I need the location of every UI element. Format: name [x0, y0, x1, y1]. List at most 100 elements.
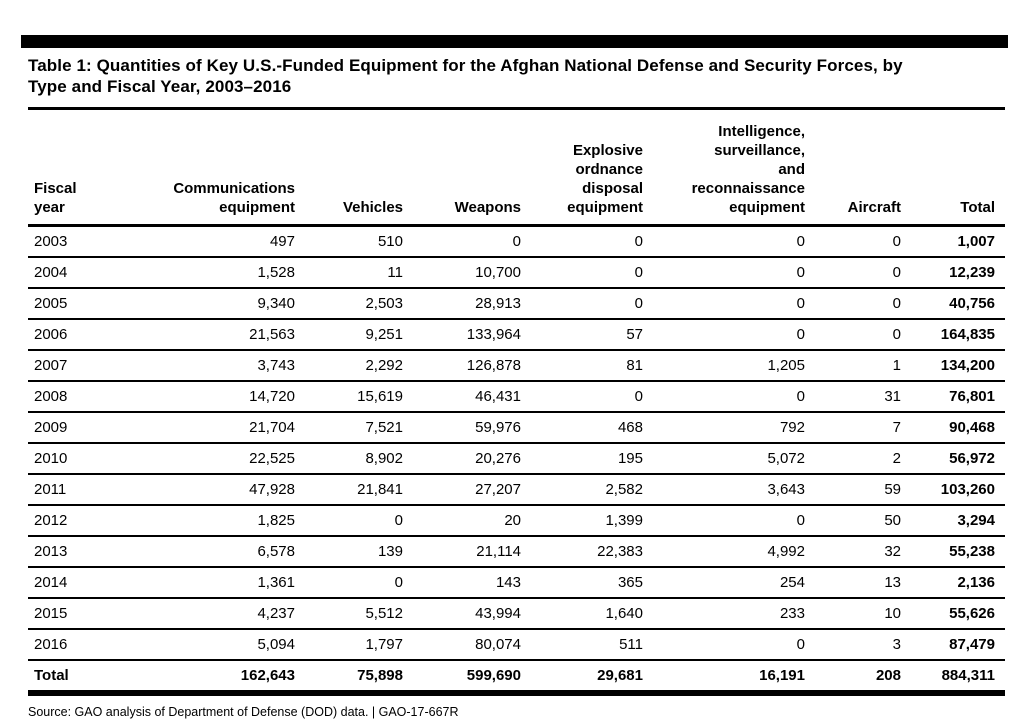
- column-header-eod-equipment: Explosive ordnance disposal equipment: [567, 142, 643, 216]
- fiscal-year-cell: 2013: [34, 543, 68, 560]
- value-cell: 4,992: [767, 543, 805, 560]
- table-row: 2014 1,361 0 143 365 254 13 2,136: [28, 567, 1005, 598]
- table-row: 2004 1,528 11 10,700 0 0 0 12,239: [28, 257, 1005, 288]
- value-cell: 2,503: [365, 295, 403, 312]
- total-value-cell: 208: [875, 667, 901, 684]
- total-value-cell: 75,898: [357, 667, 403, 684]
- value-cell: 3: [892, 636, 901, 653]
- value-cell: 11: [387, 264, 403, 281]
- value-cell: 10: [884, 605, 901, 622]
- value-cell: 43,994: [475, 605, 521, 622]
- table-row: 2013 6,578 139 21,114 22,383 4,992 32 55,238: [28, 536, 1005, 567]
- table-row: 2008 14,720 15,619 46,431 0 0 31 76,801: [28, 381, 1005, 412]
- table-row: 2003 497 510 0 0 0 0 1,007: [28, 226, 1005, 257]
- fiscal-year-cell: 2014: [34, 574, 68, 591]
- fiscal-year-cell: 2006: [34, 326, 68, 343]
- total-row: Total 162,643 75,898 599,690 29,681 16,1…: [28, 660, 1005, 693]
- value-cell: 20: [504, 512, 521, 529]
- value-cell: 5,072: [767, 450, 805, 467]
- value-cell: 0: [634, 264, 643, 281]
- fiscal-year-cell: 2010: [34, 450, 68, 467]
- table-row: 2005 9,340 2,503 28,913 0 0 0 40,756: [28, 288, 1005, 319]
- value-cell: 1,399: [605, 512, 643, 529]
- column-header-weapons: Weapons: [454, 199, 521, 216]
- fiscal-year-cell: 2008: [34, 388, 68, 405]
- value-cell: 28,913: [475, 295, 521, 312]
- column-header-vehicles: Vehicles: [342, 199, 403, 216]
- value-cell: 468: [617, 419, 643, 436]
- row-total-cell: 2,136: [957, 574, 995, 591]
- value-cell: 254: [779, 574, 805, 591]
- total-row-label: Total: [34, 667, 69, 684]
- table-row: 2016 5,094 1,797 80,074 511 0 3 87,479: [28, 629, 1005, 660]
- row-total-cell: 103,260: [940, 481, 995, 498]
- value-cell: 14,720: [249, 388, 295, 405]
- fiscal-year-cell: 2009: [34, 419, 68, 436]
- total-value-cell: 599,690: [466, 667, 521, 684]
- value-cell: 7: [892, 419, 901, 436]
- value-cell: 13: [884, 574, 901, 591]
- table-header: Fiscal year Communications equipment Veh…: [28, 108, 1005, 226]
- value-cell: 133,964: [466, 326, 521, 343]
- row-total-cell: 55,238: [949, 543, 995, 560]
- value-cell: 5,094: [257, 636, 295, 653]
- value-cell: 510: [377, 233, 403, 250]
- value-cell: 0: [892, 295, 901, 312]
- value-cell: 139: [377, 543, 403, 560]
- value-cell: 10,700: [475, 264, 521, 281]
- value-cell: 143: [495, 574, 521, 591]
- value-cell: 81: [626, 357, 643, 374]
- value-cell: 21,704: [249, 419, 295, 436]
- value-cell: 80,074: [475, 636, 521, 653]
- value-cell: 0: [892, 264, 901, 281]
- fiscal-year-cell: 2012: [34, 512, 68, 529]
- total-value-cell: 29,681: [597, 667, 643, 684]
- fiscal-year-cell: 2011: [34, 481, 67, 498]
- table-row: 2006 21,563 9,251 133,964 57 0 0 164,835: [28, 319, 1005, 350]
- row-total-cell: 40,756: [949, 295, 995, 312]
- value-cell: 0: [796, 295, 805, 312]
- value-cell: 3,743: [257, 357, 295, 374]
- value-cell: 27,207: [475, 481, 521, 498]
- column-header-aircraft: Aircraft: [847, 199, 901, 216]
- value-cell: 57: [626, 326, 643, 343]
- value-cell: 1,205: [767, 357, 805, 374]
- value-cell: 233: [779, 605, 805, 622]
- value-cell: 7,521: [365, 419, 403, 436]
- header-row: Fiscal year Communications equipment Veh…: [28, 108, 1005, 226]
- value-cell: 5,512: [365, 605, 403, 622]
- table-row: 2007 3,743 2,292 126,878 81 1,205 1 134,200: [28, 350, 1005, 381]
- value-cell: 0: [512, 233, 521, 250]
- column-header-isr-equipment: Intelligence, surveillance, and reconnai…: [691, 123, 805, 216]
- value-cell: 46,431: [475, 388, 521, 405]
- fiscal-year-cell: 2015: [34, 605, 68, 622]
- fiscal-year-cell: 2007: [34, 357, 68, 374]
- header-divider-bar: [21, 35, 1008, 48]
- value-cell: 21,563: [249, 326, 295, 343]
- value-cell: 1,361: [257, 574, 295, 591]
- column-header-fiscal-year: Fiscal year: [34, 180, 77, 216]
- value-cell: 0: [796, 326, 805, 343]
- row-total-cell: 1,007: [957, 233, 995, 250]
- row-total-cell: 56,972: [949, 450, 995, 467]
- value-cell: 22,525: [249, 450, 295, 467]
- value-cell: 59,976: [475, 419, 521, 436]
- value-cell: 2,582: [605, 481, 643, 498]
- value-cell: 0: [796, 636, 805, 653]
- value-cell: 21,114: [476, 543, 521, 560]
- value-cell: 0: [796, 264, 805, 281]
- table-row: 2015 4,237 5,512 43,994 1,640 233 10 55,626: [28, 598, 1005, 629]
- value-cell: 497: [269, 233, 295, 250]
- value-cell: 0: [634, 388, 643, 405]
- value-cell: 8,902: [365, 450, 403, 467]
- value-cell: 32: [884, 543, 901, 560]
- column-header-communications-equipment: Communications equipment: [173, 180, 295, 216]
- table-footer: Total 162,643 75,898 599,690 29,681 16,1…: [28, 660, 1005, 693]
- row-total-cell: 87,479: [949, 636, 995, 653]
- value-cell: 0: [892, 326, 901, 343]
- value-cell: 9,251: [365, 326, 403, 343]
- table-title: Table 1: Quantities of Key U.S.-Funded E…: [28, 56, 903, 96]
- value-cell: 0: [634, 295, 643, 312]
- value-cell: 0: [796, 233, 805, 250]
- table-row: 2009 21,704 7,521 59,976 468 792 7 90,468: [28, 412, 1005, 443]
